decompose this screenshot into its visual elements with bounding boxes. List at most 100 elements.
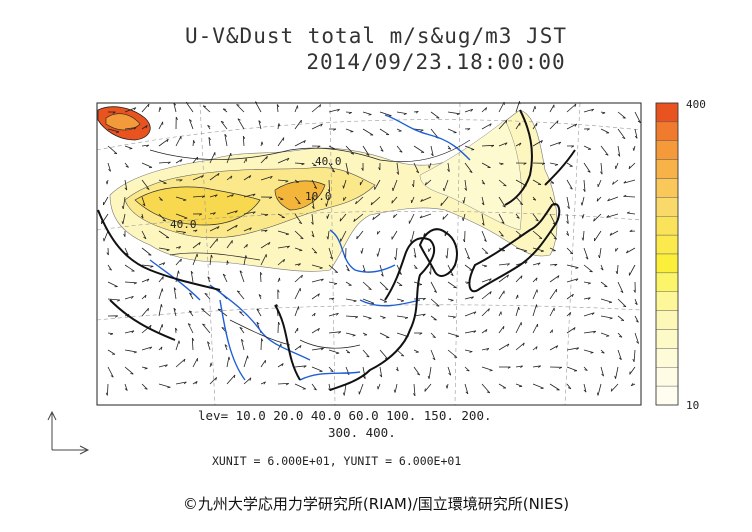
wind-vector-head	[540, 140, 543, 144]
wind-vector	[185, 101, 194, 113]
wind-vector-head	[632, 147, 635, 151]
wind-vector	[361, 247, 364, 254]
wind-vector	[549, 162, 558, 165]
wind-vector	[612, 179, 619, 185]
wind-vector	[260, 176, 273, 181]
wind-vector-head	[465, 391, 469, 395]
wind-vector	[425, 179, 432, 186]
wind-vector	[413, 247, 417, 258]
wind-vector	[515, 365, 523, 368]
wind-vector-head	[265, 214, 269, 217]
wind-vector-head	[485, 107, 487, 111]
wind-vector-head	[489, 370, 493, 372]
wind-vector-head	[266, 156, 268, 160]
wind-vector	[615, 366, 619, 379]
wind-vector	[124, 179, 128, 191]
wind-vector-head	[410, 239, 412, 243]
wind-vector-head	[355, 201, 357, 205]
wind-vector-head	[415, 111, 419, 114]
wind-vector	[447, 128, 457, 133]
wind-vector	[566, 123, 577, 130]
wind-vector-head	[256, 308, 260, 311]
wind-vector	[124, 247, 129, 256]
wind-vector-head	[108, 268, 112, 271]
wind-vector	[236, 104, 245, 113]
colorbar-swatch	[655, 385, 679, 406]
wind-vector	[191, 338, 194, 351]
wind-vector-head	[612, 181, 614, 185]
wind-vector	[515, 383, 523, 387]
wind-vector-head	[144, 294, 147, 299]
wind-vector-head	[589, 270, 593, 273]
wind-vector	[566, 196, 570, 209]
wind-vector	[419, 213, 432, 219]
wind-vector-head	[285, 180, 289, 183]
wind-vector	[532, 213, 539, 222]
wind-vector-head	[223, 108, 227, 110]
wind-vector	[566, 247, 574, 255]
wind-vector-head	[617, 153, 621, 157]
wind-vector-head	[567, 206, 570, 209]
wind-vector-head	[376, 231, 379, 235]
wind-vector	[294, 119, 302, 130]
wind-vector-head	[230, 175, 233, 179]
wind-vector-head	[420, 198, 423, 202]
wind-vector	[498, 142, 508, 147]
wind-vector	[481, 308, 490, 317]
wind-vector	[413, 298, 426, 300]
wind-vector	[189, 119, 194, 130]
wind-vector-head	[160, 346, 163, 350]
wind-vector-head	[348, 112, 352, 115]
wind-vector	[226, 152, 232, 164]
wind-vector-head	[124, 187, 128, 191]
wind-vector-head	[404, 317, 409, 319]
colorbar-swatch	[655, 140, 679, 160]
wind-vector-head	[256, 321, 260, 325]
wind-vector-head	[228, 356, 231, 360]
wind-vector-head	[506, 263, 510, 266]
wind-vector-head	[159, 106, 162, 111]
wind-vector	[532, 346, 538, 351]
wind-vector-head	[558, 366, 562, 370]
wind-vector	[566, 162, 573, 167]
wind-vector	[209, 377, 217, 385]
wind-vector-head	[214, 194, 218, 198]
wind-vector-head	[550, 182, 554, 184]
wind-vector	[277, 343, 282, 351]
wind-vector-head	[144, 367, 148, 370]
wind-vector	[566, 179, 573, 190]
wind-vector-head	[123, 233, 126, 237]
wind-vector-head	[110, 333, 114, 336]
wind-vector	[158, 304, 162, 317]
wind-vector-head	[395, 368, 399, 372]
wind-vector-head	[133, 107, 137, 111]
wind-vector-head	[258, 294, 262, 297]
wind-vector	[141, 264, 154, 267]
wind-vector	[141, 324, 152, 334]
colorbar-swatch	[655, 159, 679, 179]
wind-vector	[447, 349, 458, 358]
wind-vector	[634, 111, 641, 123]
wind-vector	[481, 123, 492, 130]
wind-vector-head	[632, 358, 635, 362]
wind-vector	[566, 366, 578, 372]
wind-vector	[396, 145, 403, 153]
wind-vector	[294, 274, 303, 283]
wind-vector-head	[249, 377, 252, 381]
wind-vector	[617, 332, 623, 338]
wind-vector-head	[411, 184, 414, 188]
wind-vector-head	[448, 372, 452, 376]
borders	[149, 139, 471, 349]
wind-vector-head	[204, 293, 208, 295]
wind-vector	[515, 247, 528, 252]
dust-map: 40.0 40.0 10.0 400 10	[47, 98, 706, 455]
wind-vector-head	[575, 278, 579, 282]
wind-vector	[396, 128, 402, 132]
wind-vector	[294, 230, 304, 239]
wind-vector	[241, 339, 245, 351]
wind-vector	[124, 349, 137, 353]
wind-vector-head	[360, 250, 363, 254]
wind-vector-head	[618, 336, 623, 338]
wind-vector	[600, 128, 610, 134]
wind-vector	[173, 287, 177, 300]
